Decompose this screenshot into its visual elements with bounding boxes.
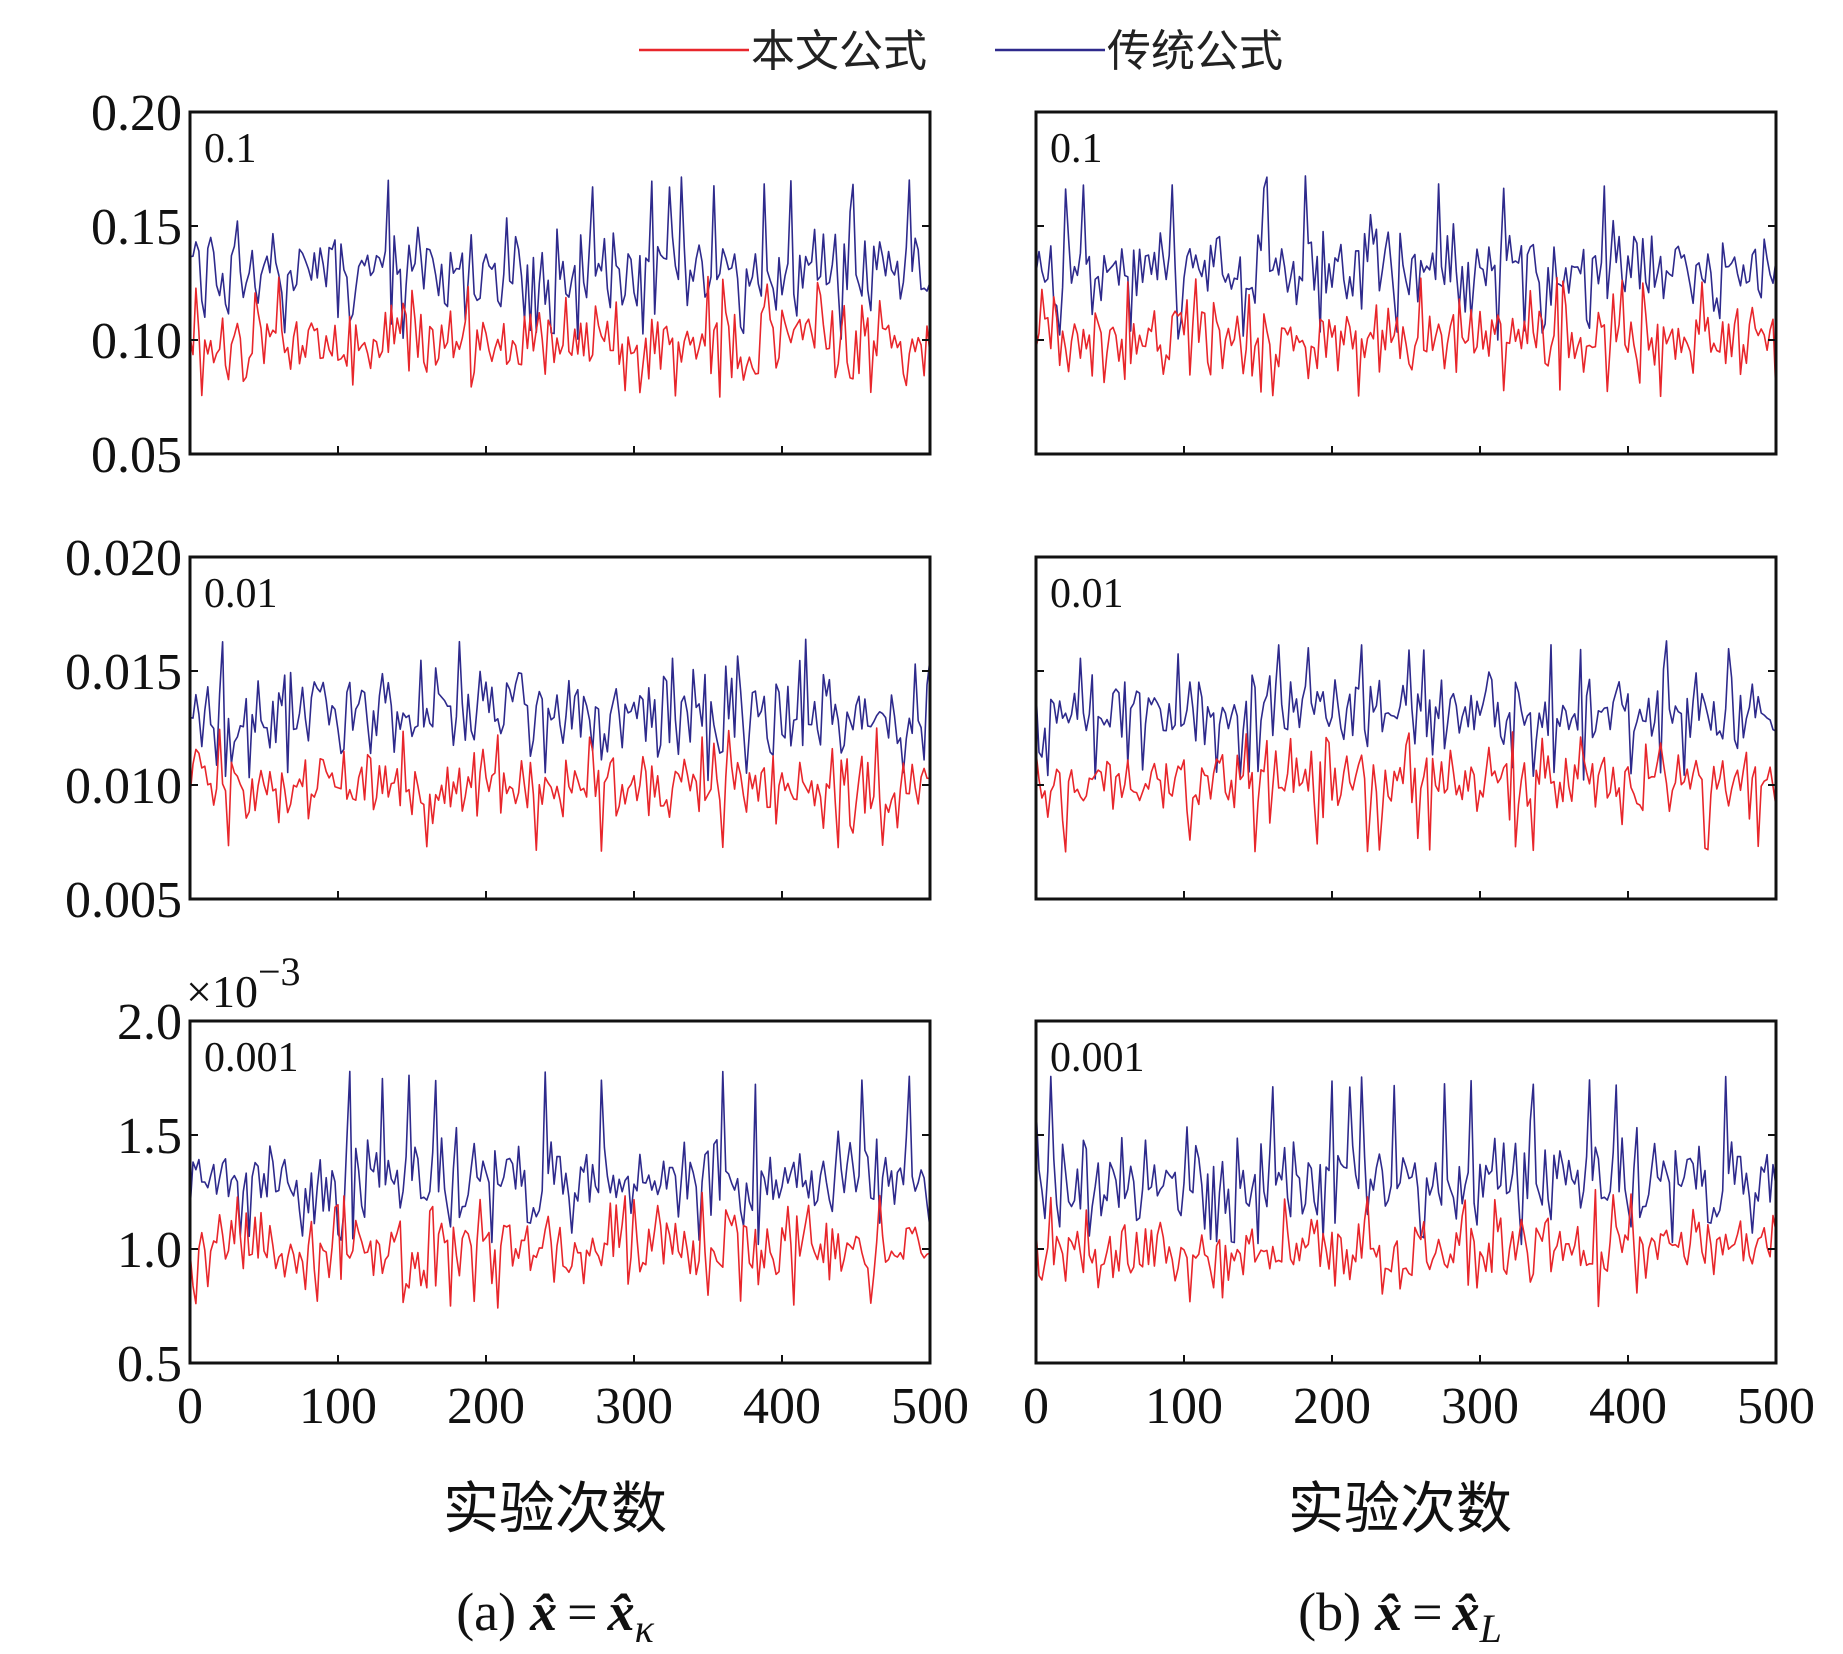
exponent-label: ×10−3: [186, 949, 301, 1017]
panel-annotation: 0.001: [1050, 1035, 1145, 1081]
plot-frame-a-row1: [188, 110, 932, 456]
plot-frame-b-row2: [1034, 555, 1778, 901]
plot-frame-a-row3: [188, 1019, 932, 1365]
series-line-a-row1-1: [189, 275, 931, 398]
series-line-b-row1-2: [1035, 175, 1777, 341]
y-tick-label: 1.0: [117, 1222, 182, 1279]
y-tick-label: 0.10: [91, 313, 182, 370]
y-tick-label: 0.005: [65, 872, 182, 929]
y-tick-label: 1.5: [117, 1108, 182, 1165]
series-line-a-row3-2: [189, 1070, 931, 1246]
panel-annotation: 0.01: [204, 571, 278, 617]
series-line-b-row2-2: [1035, 640, 1777, 781]
plot-frame-b-row3: [1034, 1019, 1778, 1365]
panels: 0.050.100.150.200.10.0050.0100.0150.0200…: [65, 85, 1815, 1435]
x-tick-label: 500: [1737, 1378, 1815, 1435]
x-tick-label: 0: [1023, 1378, 1049, 1435]
y-tick-label: 0.15: [91, 199, 182, 256]
series-line-a-row2-1: [189, 727, 931, 852]
x-tick-label: 400: [743, 1378, 821, 1435]
panel-annotation: 0.001: [204, 1035, 299, 1081]
y-tick-label: 0.5: [117, 1336, 182, 1393]
x-tick-label: 100: [299, 1378, 377, 1435]
legend-label-2: 传统公式: [1107, 26, 1283, 77]
series-line-b-row3-2: [1035, 1075, 1777, 1246]
x-tick-label: 0: [177, 1378, 203, 1435]
y-tick-label: 0.05: [91, 427, 182, 484]
series-line-b-row3-1: [1035, 1188, 1777, 1308]
y-tick-label: 0.020: [65, 530, 182, 587]
x-axis-label-a: 实验次数: [443, 1477, 667, 1542]
plot-frame-b-row1: [1034, 110, 1778, 456]
x-tick-label: 200: [447, 1378, 525, 1435]
x-tick-label: 300: [595, 1378, 673, 1435]
panel-a-row2: 0.005 0.010 0.015 0.020 0.01: [65, 530, 932, 929]
column-labels: 实验次数 (a) x̂ = x̂κ 实验次数 (b) x̂ = x̂L: [443, 1477, 1512, 1651]
legend-label-1: 本文公式: [751, 26, 927, 77]
y-tick-label: 0.015: [65, 644, 182, 701]
panel-a-row3: 0.5 1.0 1.5 2.0 0 100 200 300 400 500 0.001 ×10−3: [117, 949, 969, 1435]
y-tick-label: 0.010: [65, 758, 182, 815]
panel-b-row2: 0.01: [1034, 555, 1778, 901]
legend: 本文公式 传统公式: [639, 26, 1283, 77]
series-line-a-row3-1: [189, 1191, 931, 1309]
caption-b: (b) x̂ = x̂L: [1298, 1582, 1502, 1651]
series-line-a-row2-2: [189, 638, 931, 782]
x-axis-label-b: 实验次数: [1288, 1477, 1512, 1542]
x-tick-label: 200: [1293, 1378, 1371, 1435]
x-tick-label: 500: [891, 1378, 969, 1435]
series-line-b-row2-1: [1035, 731, 1777, 853]
panel-annotation: 0.1: [204, 126, 257, 172]
x-tick-label: 100: [1145, 1378, 1223, 1435]
y-tick-label: 2.0: [117, 994, 182, 1051]
series-line-b-row1-1: [1035, 276, 1777, 398]
panel-annotation: 0.01: [1050, 571, 1124, 617]
y-tick-label: 0.20: [91, 85, 182, 142]
panel-a-row1: 0.05 0.10 0.15 0.20 0.1: [91, 85, 932, 484]
panel-annotation: 0.1: [1050, 126, 1103, 172]
plot-frame-a-row2: [188, 555, 932, 901]
panel-b-row1: 0.1: [1034, 110, 1778, 456]
x-tick-label: 400: [1589, 1378, 1667, 1435]
series-line-a-row1-2: [189, 176, 931, 340]
x-tick-label: 300: [1441, 1378, 1519, 1435]
caption-a: (a) x̂ = x̂κ: [456, 1582, 654, 1651]
panel-b-row3: 0 100 200 300 400 500 0.001: [1023, 1019, 1815, 1435]
